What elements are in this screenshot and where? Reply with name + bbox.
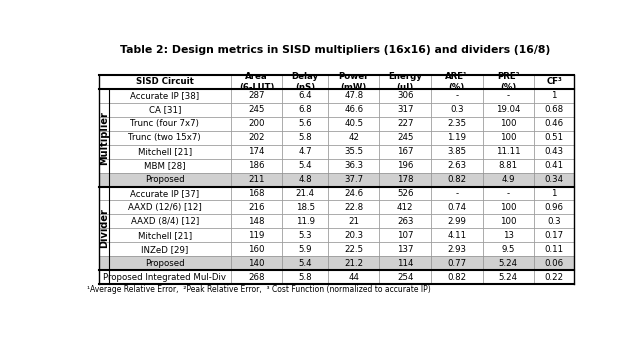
Text: Table 2: Design metrics in SISD multipliers (16x16) and dividers (16/8): Table 2: Design metrics in SISD multipli… <box>120 45 550 55</box>
Text: Divider: Divider <box>99 208 109 248</box>
Text: Multiplier: Multiplier <box>99 111 109 165</box>
Text: ¹Average Relative Error,  ²Peak Relative Error,  ³ Cost Function (normalized to : ¹Average Relative Error, ²Peak Relative … <box>88 285 431 294</box>
